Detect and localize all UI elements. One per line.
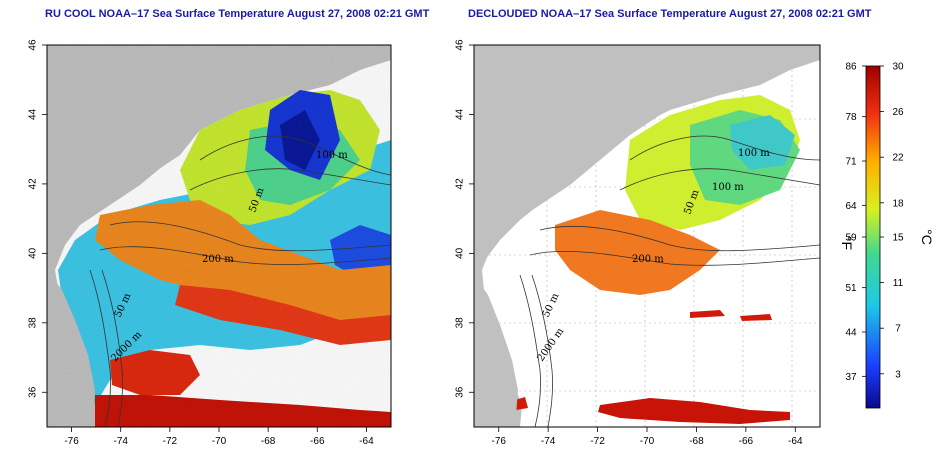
left-label-200m: 200 m <box>202 254 234 265</box>
celsius-tick-label: 30 <box>892 62 904 73</box>
right-label-200m: 200 m <box>632 254 664 265</box>
fahrenheit-tick-label: 71 <box>845 157 857 168</box>
x-tick-label: -74 <box>113 436 128 447</box>
fahrenheit-tick-label: 44 <box>845 328 857 339</box>
fahrenheit-unit-label: °F <box>839 236 855 250</box>
y-tick-label: 36 <box>455 386 466 398</box>
right-sst-red-south <box>598 398 790 424</box>
celsius-tick-label: 7 <box>895 324 901 335</box>
left-map <box>47 45 391 427</box>
fahrenheit-tick-label: 37 <box>845 372 857 383</box>
colorbar-celsius-ticks: 30 26 22 18 15 11 7 3 <box>880 62 904 380</box>
x-tick-label: -64 <box>788 436 803 447</box>
right-label-100m-a: 100 m <box>738 148 770 159</box>
right-bathymetry-contours <box>519 135 820 427</box>
y-tick-label: 36 <box>28 386 39 398</box>
x-tick-label: -70 <box>212 436 227 447</box>
x-tick-label: -76 <box>491 436 506 447</box>
x-tick-label: -68 <box>689 436 704 447</box>
left-x-axis: -76 -74 -72 -70 -68 -66 -64 <box>64 427 374 447</box>
celsius-tick-label: 3 <box>895 369 901 380</box>
left-texture-overlay <box>47 45 391 427</box>
right-y-axis: 36 38 40 42 44 46 <box>455 39 474 398</box>
celsius-tick-label: 15 <box>892 233 904 244</box>
x-tick-label: -66 <box>739 436 754 447</box>
right-land-north <box>474 45 820 275</box>
celsius-unit-label: °C <box>919 229 935 245</box>
left-bathymetry-contours <box>89 135 391 427</box>
fahrenheit-tick-label: 78 <box>845 112 857 123</box>
right-sst-orange-band <box>555 210 720 295</box>
y-tick-label: 44 <box>28 108 39 120</box>
fahrenheit-tick-label: 51 <box>845 283 857 294</box>
y-tick-label: 38 <box>455 317 466 329</box>
celsius-tick-label: 26 <box>892 107 904 118</box>
celsius-tick-label: 18 <box>892 198 904 209</box>
y-tick-label: 42 <box>28 178 39 190</box>
y-tick-label: 46 <box>455 39 466 51</box>
right-panel-title: DECLOUDED NOAA–17 Sea Surface Temperatur… <box>468 8 872 20</box>
left-panel-title: RU COOL NOAA–17 Sea Surface Temperature … <box>45 8 430 20</box>
left-y-axis: 36 38 40 42 44 46 <box>28 39 47 398</box>
fahrenheit-tick-label: 59 <box>845 233 857 244</box>
y-tick-label: 38 <box>28 317 39 329</box>
colorbar <box>865 65 881 409</box>
x-tick-label: -64 <box>359 436 374 447</box>
celsius-tick-label: 11 <box>893 278 904 289</box>
y-tick-label: 46 <box>28 39 39 51</box>
x-tick-label: -66 <box>310 436 325 447</box>
x-tick-label: -72 <box>163 436 178 447</box>
x-tick-label: -76 <box>64 436 79 447</box>
y-tick-label: 40 <box>455 247 466 259</box>
y-tick-label: 40 <box>28 247 39 259</box>
fahrenheit-tick-label: 64 <box>845 201 857 212</box>
x-tick-label: -70 <box>640 436 655 447</box>
y-tick-label: 44 <box>455 108 466 120</box>
x-tick-label: -74 <box>541 436 556 447</box>
right-label-100m-b: 100 m <box>712 182 744 193</box>
right-sst-red-specks <box>515 310 772 410</box>
right-sst-cyan-patch <box>730 115 795 170</box>
x-tick-label: -68 <box>261 436 276 447</box>
right-land-coast <box>474 275 518 427</box>
right-x-axis: -76 -74 -72 -70 -68 -66 -64 <box>491 427 803 447</box>
y-tick-label: 42 <box>455 178 466 190</box>
fahrenheit-tick-label: 86 <box>845 62 857 73</box>
x-tick-label: -72 <box>590 436 605 447</box>
right-map <box>474 45 820 427</box>
celsius-tick-label: 22 <box>892 153 904 164</box>
left-label-100m: 100 m <box>316 150 348 161</box>
colorbar-fahrenheit-ticks: 86 78 71 64 59 51 44 37 <box>845 62 866 383</box>
